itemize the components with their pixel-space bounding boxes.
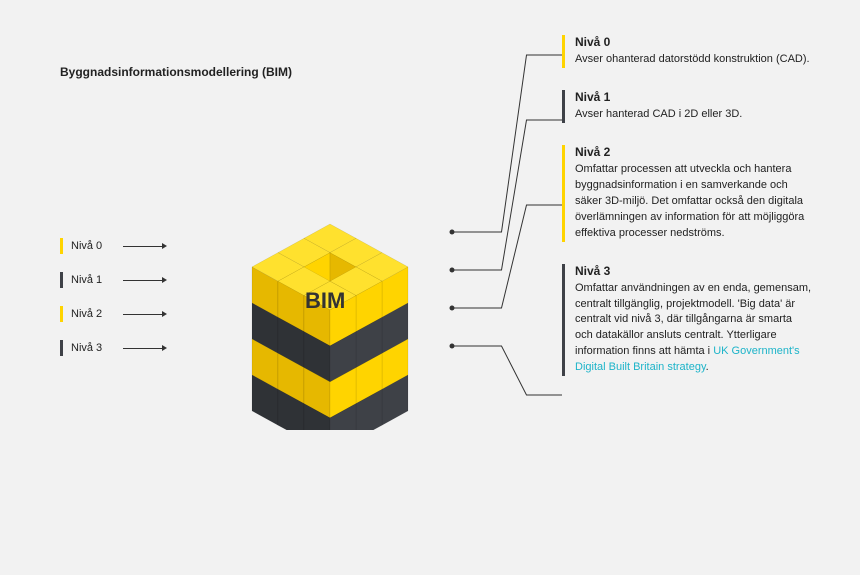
left-label-bar xyxy=(60,306,63,322)
left-label-bar xyxy=(60,238,63,254)
card-link[interactable]: UK Government's Digital Built Britain st… xyxy=(575,345,800,373)
card-body: Omfattar användningen av en enda, gemens… xyxy=(575,281,812,377)
left-label-text: Nivå 1 xyxy=(71,274,119,286)
left-label-row: Nivå 3 xyxy=(60,340,163,356)
left-label-text: Nivå 2 xyxy=(71,308,119,320)
left-labels: Nivå 0 Nivå 1 Nivå 2 Nivå 3 xyxy=(60,238,163,374)
left-connector xyxy=(123,246,163,247)
left-label-row: Nivå 0 xyxy=(60,238,163,254)
level-card: Nivå 1 Avser hanterad CAD i 2D eller 3D. xyxy=(562,90,812,123)
card-title: Nivå 2 xyxy=(575,145,812,159)
bim-center-label: BIM xyxy=(305,288,345,314)
card-body: Avser ohanterad datorstödd konstruktion … xyxy=(575,52,812,68)
card-title: Nivå 1 xyxy=(575,90,812,104)
left-label-text: Nivå 0 xyxy=(71,240,119,252)
left-label-bar xyxy=(60,340,63,356)
left-label-bar xyxy=(60,272,63,288)
left-connector xyxy=(123,280,163,281)
level-card: Nivå 3 Omfattar användningen av en enda,… xyxy=(562,264,812,377)
left-label-text: Nivå 3 xyxy=(71,342,119,354)
level-card: Nivå 2 Omfattar processen att utveckla o… xyxy=(562,145,812,242)
card-body: Avser hanterad CAD i 2D eller 3D. xyxy=(575,107,812,123)
card-title: Nivå 3 xyxy=(575,264,812,278)
left-connector xyxy=(123,348,163,349)
left-label-row: Nivå 2 xyxy=(60,306,163,322)
card-body: Omfattar processen att utveckla och hant… xyxy=(575,162,812,242)
left-label-row: Nivå 1 xyxy=(60,272,163,288)
card-title: Nivå 0 xyxy=(575,35,812,49)
level-card: Nivå 0 Avser ohanterad datorstödd konstr… xyxy=(562,35,812,68)
left-connector xyxy=(123,314,163,315)
main-title: Byggnadsinformationsmodellering (BIM) xyxy=(60,65,292,79)
right-cards: Nivå 0 Avser ohanterad datorstödd konstr… xyxy=(562,35,812,398)
